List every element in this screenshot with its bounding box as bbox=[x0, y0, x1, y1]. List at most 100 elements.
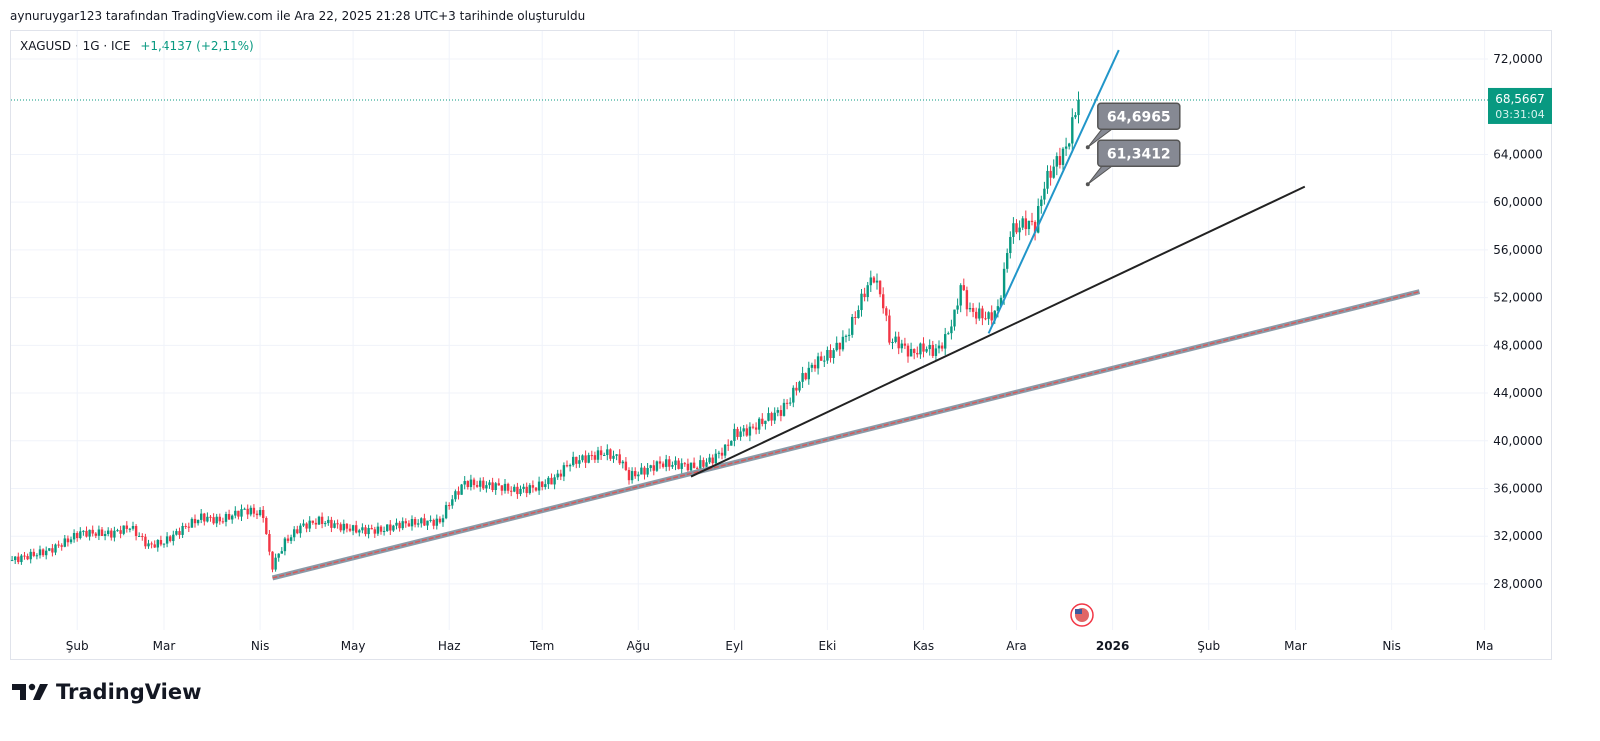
candle-body bbox=[181, 525, 184, 535]
candle-body bbox=[981, 308, 984, 319]
candle bbox=[460, 483, 463, 495]
candle-body bbox=[76, 532, 79, 539]
us-event-flag-icon[interactable] bbox=[1070, 603, 1094, 627]
x-tick-label: Eyl bbox=[725, 639, 743, 653]
candle bbox=[302, 519, 305, 528]
candle bbox=[1049, 165, 1052, 186]
symbol-info[interactable]: XAGUSD · 1G · ICE bbox=[20, 39, 131, 53]
candle-body bbox=[116, 530, 119, 532]
candle-body bbox=[1043, 188, 1046, 200]
candle bbox=[975, 307, 978, 325]
candle-body bbox=[872, 277, 876, 283]
candle bbox=[457, 486, 460, 500]
candle-body bbox=[500, 485, 504, 491]
candle-body bbox=[878, 280, 882, 295]
x-tick-label: Nis bbox=[1382, 639, 1401, 653]
tradingview-logo[interactable]: TradingView bbox=[12, 680, 201, 704]
candle bbox=[717, 450, 721, 459]
candle-body bbox=[320, 516, 324, 524]
candle bbox=[472, 477, 476, 490]
candle bbox=[280, 547, 283, 554]
candle-body bbox=[1071, 117, 1074, 144]
candle bbox=[544, 479, 547, 490]
candle bbox=[17, 552, 20, 565]
candle-body bbox=[891, 341, 894, 343]
candle bbox=[355, 520, 358, 534]
candle-body bbox=[103, 534, 107, 537]
candle bbox=[556, 469, 559, 480]
candle bbox=[215, 513, 218, 528]
candle bbox=[203, 512, 206, 526]
candle bbox=[1009, 231, 1012, 259]
candle-body bbox=[395, 522, 398, 526]
candle-body bbox=[686, 463, 690, 471]
candle-body bbox=[1033, 221, 1037, 233]
last-price-label: 68,5667 03:31:04 bbox=[1488, 87, 1552, 124]
candle-body bbox=[355, 525, 358, 533]
candle-body bbox=[364, 527, 367, 535]
candle-body bbox=[358, 530, 361, 533]
candle-body bbox=[999, 297, 1003, 307]
candle bbox=[134, 524, 138, 541]
candle bbox=[584, 450, 587, 468]
candle-body bbox=[748, 426, 752, 436]
candle bbox=[745, 424, 748, 437]
candle bbox=[931, 340, 934, 358]
candle bbox=[798, 380, 801, 393]
candle bbox=[1061, 147, 1065, 172]
candle bbox=[196, 519, 200, 526]
candle bbox=[94, 532, 97, 539]
candle-body bbox=[38, 549, 42, 556]
candle-body bbox=[841, 336, 845, 350]
candle bbox=[599, 445, 603, 461]
candle-body bbox=[810, 364, 814, 368]
candle-body bbox=[1024, 218, 1027, 230]
candle-body bbox=[240, 509, 243, 517]
candle-body bbox=[599, 450, 603, 456]
candle bbox=[45, 546, 48, 560]
candle bbox=[909, 342, 913, 357]
candle bbox=[417, 519, 420, 528]
candle bbox=[677, 458, 680, 470]
candle bbox=[785, 399, 789, 410]
candle bbox=[736, 426, 739, 440]
chart-pane[interactable] bbox=[10, 30, 1552, 660]
candle bbox=[844, 334, 848, 343]
candle bbox=[494, 481, 497, 495]
candle bbox=[568, 463, 572, 472]
candle bbox=[882, 287, 885, 314]
chart-caption: aynuruygar123 tarafından TradingView.com… bbox=[10, 9, 586, 23]
candle-body bbox=[209, 516, 212, 518]
candle-body bbox=[203, 513, 206, 522]
candle-body bbox=[119, 530, 122, 534]
candle-body bbox=[968, 308, 972, 310]
candle bbox=[643, 465, 646, 480]
candle-body bbox=[581, 455, 584, 461]
candle-body bbox=[928, 344, 931, 350]
candle bbox=[249, 505, 252, 517]
candle bbox=[528, 483, 531, 495]
candle bbox=[317, 515, 321, 525]
candle bbox=[147, 539, 150, 549]
candle bbox=[925, 346, 928, 354]
candle bbox=[934, 343, 938, 362]
candle bbox=[113, 526, 116, 542]
candle-body bbox=[559, 473, 562, 477]
candle bbox=[497, 478, 500, 486]
candle-body bbox=[376, 526, 380, 534]
y-tick-label: 44,0000 bbox=[1493, 386, 1543, 400]
candle bbox=[1021, 216, 1024, 231]
candle-body bbox=[193, 518, 197, 524]
price-callout: 61,3412 bbox=[1085, 139, 1181, 187]
candle-body bbox=[457, 491, 460, 495]
candle bbox=[723, 444, 727, 459]
candle-body bbox=[720, 452, 724, 456]
candle bbox=[792, 385, 795, 408]
candle-body bbox=[758, 418, 761, 430]
candle-body bbox=[671, 465, 674, 467]
candle bbox=[649, 464, 652, 472]
candle-body bbox=[820, 356, 823, 361]
candle-body bbox=[665, 459, 668, 467]
x-tick-label: Haz bbox=[438, 639, 461, 653]
